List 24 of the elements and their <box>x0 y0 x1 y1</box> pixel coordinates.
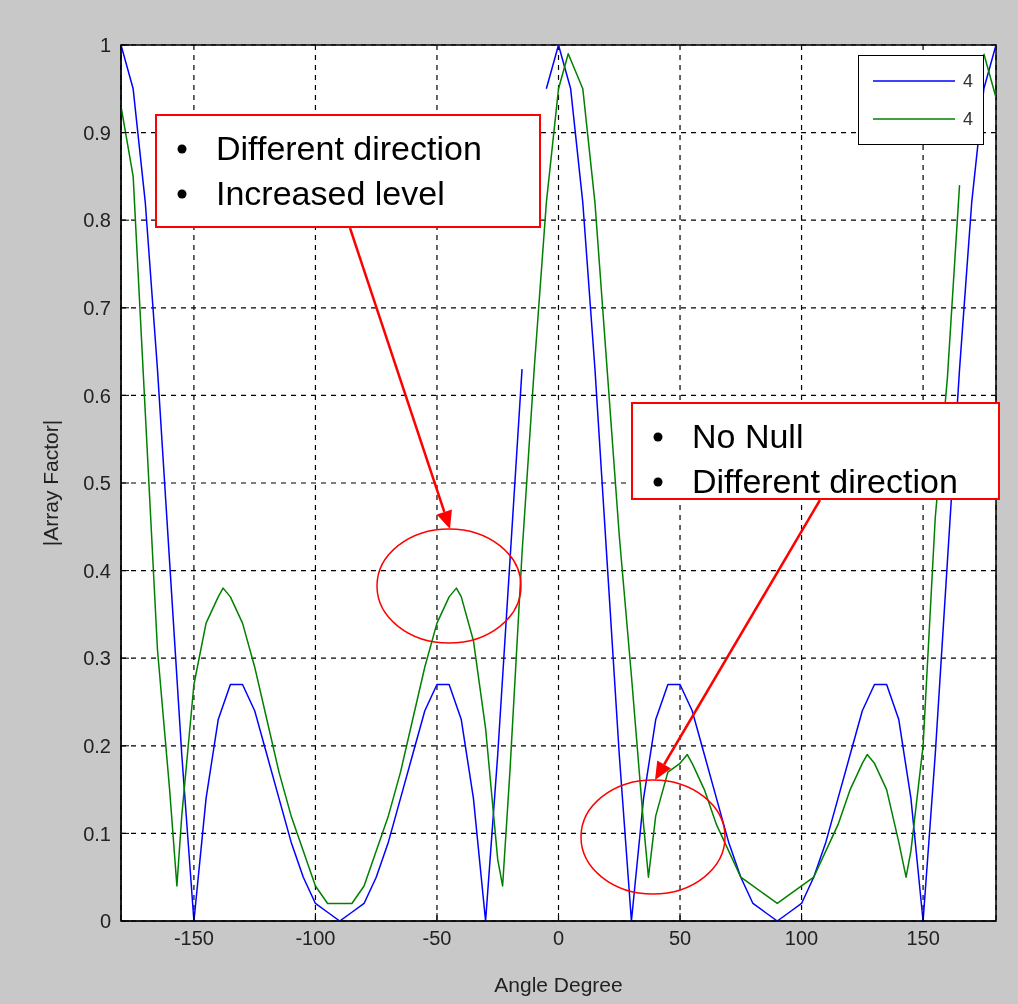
y-tick-label: 0.4 <box>83 559 111 582</box>
x-tick-label: 0 <box>552 927 565 950</box>
y-tick-label: 0.7 <box>83 296 111 319</box>
y-tick-label: 0.6 <box>83 384 111 407</box>
x-tick-label: 100 <box>784 927 819 950</box>
y-tick-label: 0.5 <box>83 472 111 495</box>
annotation: Different direction Increased level <box>216 129 482 213</box>
x-tick-label: 50 <box>668 927 692 950</box>
x-tick-label: -150 <box>173 927 214 950</box>
annotation: No Null Different direction <box>692 417 958 501</box>
y-tick-label: 1 <box>99 34 111 57</box>
y-tick-label: 0.1 <box>83 822 111 845</box>
y-tick-label: 0.2 <box>83 734 111 757</box>
x-axis-title: Angle Degree <box>494 973 623 996</box>
legend-label: 4 <box>962 108 973 130</box>
y-tick-label: 0.9 <box>83 121 111 144</box>
y-tick-label: 0.3 <box>83 647 111 670</box>
y-axis-title: |Array Factor| <box>39 419 63 547</box>
x-tick-label: 150 <box>906 927 940 950</box>
x-tick-label: -100 <box>295 927 336 950</box>
x-tick-label: -50 <box>422 927 452 950</box>
legend-label: 4 <box>962 70 973 92</box>
y-tick-label: 0 <box>99 910 111 933</box>
y-tick-label: 0.8 <box>83 209 111 232</box>
